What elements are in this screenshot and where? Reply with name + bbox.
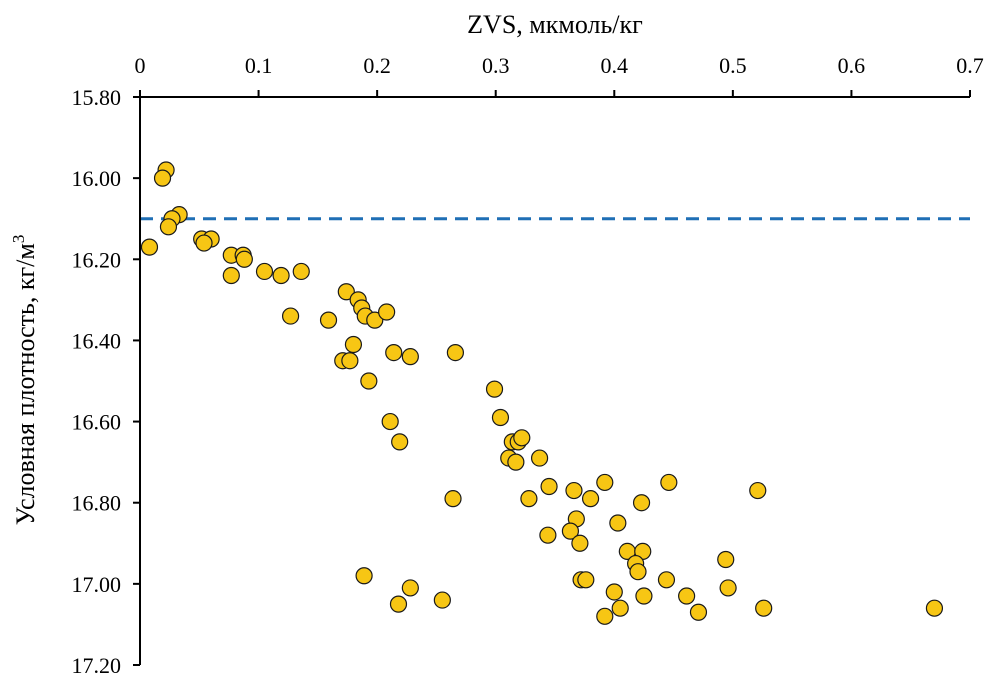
data-point <box>717 550 735 569</box>
data-point <box>749 481 767 500</box>
data-point <box>235 250 253 268</box>
data-point <box>378 303 396 321</box>
x-axis-title: ZVS, мкмоль/кг <box>467 10 643 39</box>
y-axis-title-superscript: 3 <box>9 235 28 244</box>
x-tick-label: 0.2 <box>363 53 391 78</box>
data-point <box>491 408 510 427</box>
data-point <box>565 481 583 500</box>
data-point <box>255 262 274 281</box>
data-point <box>632 494 651 512</box>
data-point <box>355 567 373 585</box>
data-point <box>446 344 464 362</box>
data-point <box>520 490 538 508</box>
y-tick-label: 16.80 <box>72 491 122 516</box>
data-point <box>596 473 614 492</box>
x-tick-label: 0.3 <box>482 53 510 78</box>
y-tick-label: 16.60 <box>72 410 122 435</box>
data-point <box>513 429 531 447</box>
data-point <box>385 344 403 362</box>
data-point <box>539 526 557 544</box>
data-point <box>485 380 504 398</box>
data-point <box>507 453 525 471</box>
data-point <box>657 571 676 589</box>
x-tick-label: 0.4 <box>601 53 629 78</box>
data-point <box>401 579 419 597</box>
data-point <box>281 307 300 325</box>
x-tick-label: 0.6 <box>838 53 866 78</box>
y-axis-title: Условная плотность, кг/м3 <box>9 235 40 526</box>
data-point <box>678 587 696 605</box>
data-point <box>581 490 600 508</box>
data-point <box>596 607 614 625</box>
data-point <box>337 283 355 301</box>
y-tick-label: 17.00 <box>72 572 122 597</box>
y-tick-label: 17.20 <box>72 653 122 678</box>
data-point <box>381 412 399 431</box>
y-tick-label: 16.20 <box>72 247 122 272</box>
x-ticks: 0 0.1 0.2 0.3 0.4 0.5 0.6 0.7 <box>135 53 984 97</box>
data-point <box>611 599 629 617</box>
data-point <box>530 449 549 467</box>
data-point <box>571 534 589 552</box>
data-point <box>366 311 384 329</box>
data-point <box>389 595 408 613</box>
y-ticks: 15.80 16.00 16.20 16.40 16.60 16.80 17.00 17.20 <box>72 85 140 678</box>
data-point <box>222 266 240 285</box>
y-tick-label: 16.00 <box>72 166 122 191</box>
data-point <box>401 348 419 366</box>
y-tick-label: 16.40 <box>72 328 122 353</box>
data-point <box>341 352 359 370</box>
axes-layer <box>139 96 970 665</box>
data-point <box>605 583 623 601</box>
data-point <box>391 433 409 451</box>
data-point <box>159 218 178 236</box>
data-point <box>140 238 159 256</box>
x-tick-label: 0.5 <box>719 53 747 78</box>
data-point <box>433 591 451 609</box>
data-point <box>153 169 172 187</box>
data-point <box>360 372 378 390</box>
data-point <box>540 477 558 496</box>
y-tick-label: 15.80 <box>72 85 122 110</box>
data-point <box>561 522 580 540</box>
data-point <box>444 490 462 508</box>
y-axis-title-main: Условная плотность, кг/м <box>11 243 40 525</box>
data-point <box>609 514 627 532</box>
data-point <box>635 587 653 605</box>
data-point <box>292 262 310 281</box>
data-point <box>344 335 363 354</box>
data-point <box>319 311 338 329</box>
data-point <box>755 599 773 617</box>
data-point <box>719 579 737 597</box>
data-point <box>272 266 290 285</box>
x-tick-label: 0 <box>135 53 146 78</box>
x-tick-label: 0.7 <box>956 53 984 78</box>
data-point <box>660 473 678 492</box>
x-tick-label: 0.1 <box>245 53 273 78</box>
data-point <box>925 599 944 617</box>
data-point <box>689 603 708 621</box>
data-point <box>195 234 213 252</box>
data-point <box>577 571 595 589</box>
data-points <box>140 161 944 625</box>
data-point <box>629 563 647 581</box>
